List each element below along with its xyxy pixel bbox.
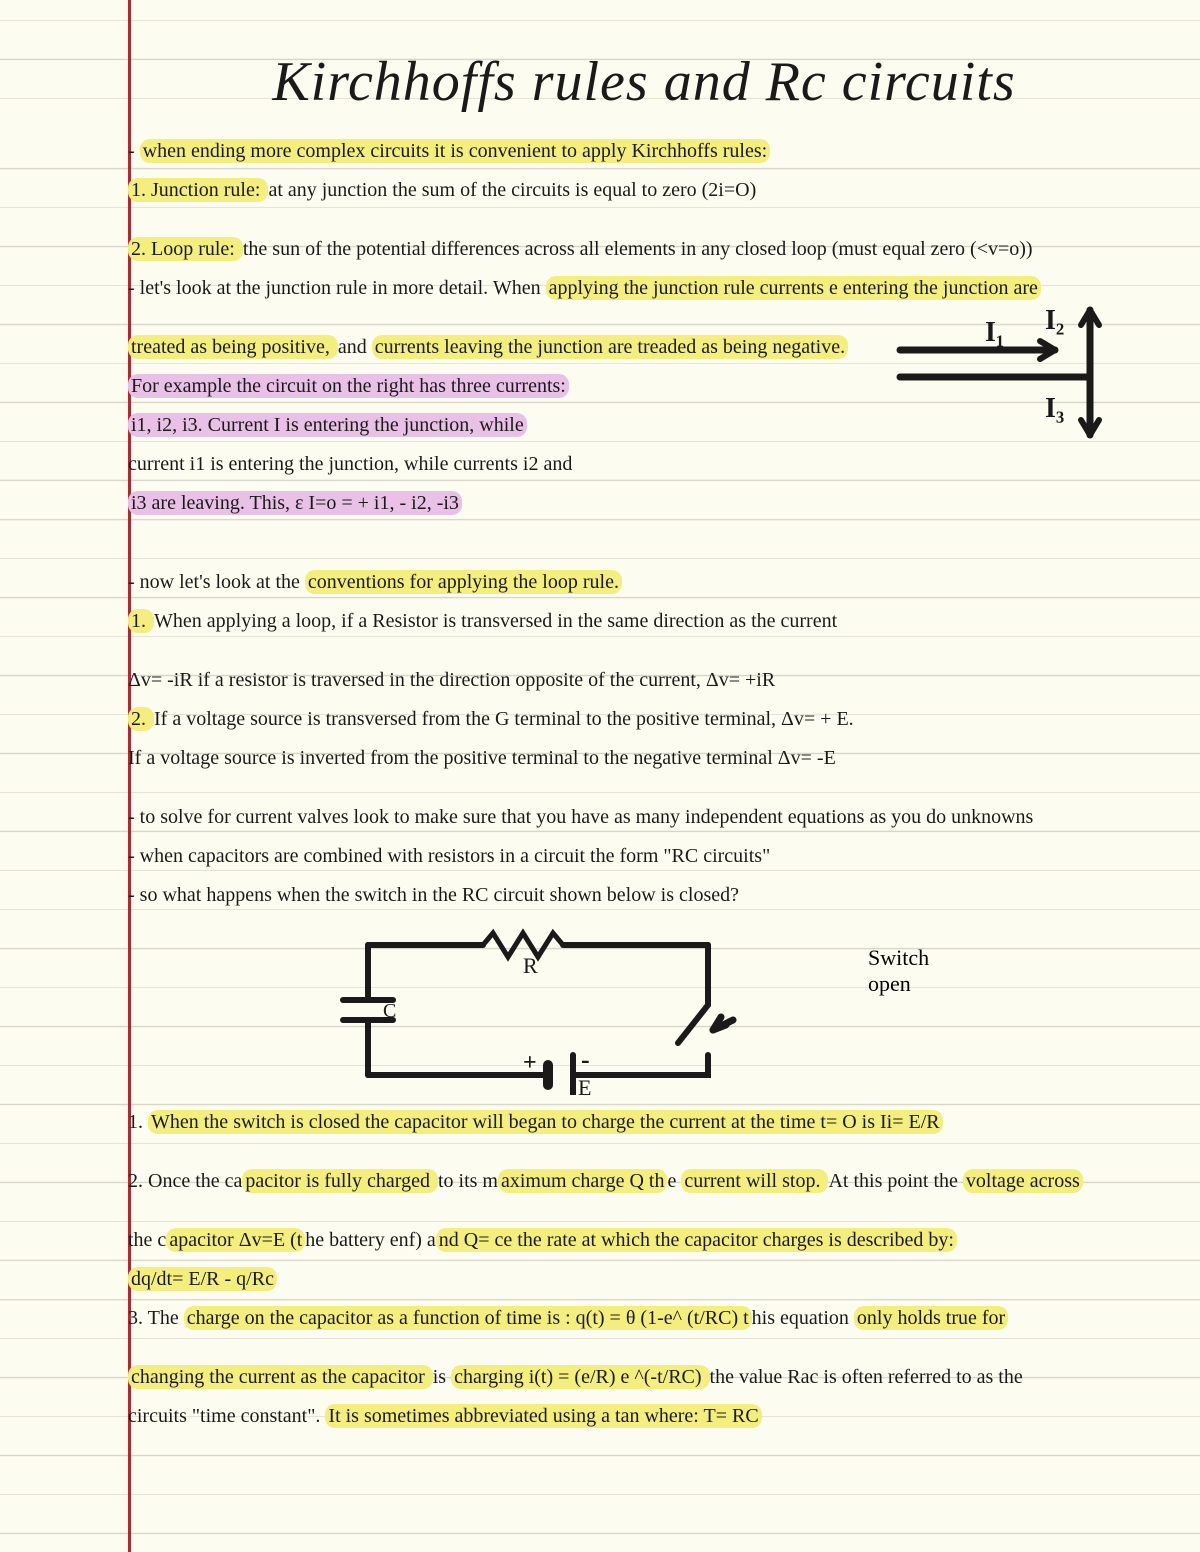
highlight-yellow: applying the junction rule currents e en…: [546, 276, 1041, 300]
note-line: current i1 is entering the junction, whi…: [128, 445, 748, 484]
text: circuits "time constant".: [128, 1405, 325, 1427]
highlight-yellow: nd Q= ce the rate at which the capacitor…: [436, 1228, 957, 1252]
highlight-yellow: 2.: [128, 707, 154, 731]
highlight-yellow: dq/dt= E/R - q/Rc: [128, 1267, 277, 1291]
text: at any junction the sum of the circuits …: [268, 179, 756, 201]
note-line: If a voltage source is inverted from the…: [128, 739, 1160, 778]
highlight-yellow: 1. Junction rule:: [128, 178, 268, 202]
spacer: [128, 778, 1160, 798]
highlight-yellow: When the switch is closed the capacitor …: [148, 1110, 943, 1134]
text: If a voltage source is transversed from …: [154, 708, 854, 730]
note-line: circuits "time constant". It is sometime…: [128, 1397, 1160, 1436]
text: - to solve for current valves look to ma…: [128, 806, 1033, 828]
text: - now let's look at the: [128, 571, 305, 593]
text: 1.: [128, 1111, 148, 1133]
text: - so what happens when the switch in the…: [128, 884, 739, 906]
text: - let's look at the junction rule in mor…: [128, 277, 546, 299]
text: When applying a loop, if a Resistor is t…: [154, 610, 837, 632]
highlight-pink: i1, i2, i3. Current I is entering the ju…: [128, 413, 527, 437]
text: If a voltage source is inverted from the…: [128, 747, 836, 769]
note-line: - so what happens when the switch in the…: [128, 876, 1160, 915]
spacer: [128, 210, 1160, 230]
junction-diagram: I₁ I₂ I₃: [890, 305, 1130, 445]
text: - when capacitors are combined with resi…: [128, 845, 770, 867]
text: and: [338, 336, 372, 358]
text: current i1 is entering the junction, whi…: [128, 453, 572, 475]
i1-label: I₁: [985, 317, 1004, 348]
note-line: 1. When the switch is closed the capacit…: [128, 1103, 1160, 1142]
text: 3. The: [128, 1307, 184, 1329]
highlight-yellow: apacitor Δv=E (t: [166, 1228, 305, 1252]
note-line: dq/dt= E/R - q/Rc: [128, 1260, 1160, 1299]
highlight-yellow: only holds true for: [854, 1306, 1008, 1330]
note-line: 1. Junction rule: at any junction the su…: [128, 171, 1160, 210]
highlight-yellow: voltage across: [963, 1169, 1083, 1193]
i3-label: I₃: [1045, 393, 1064, 424]
spacer: [128, 1201, 1160, 1221]
highlight-yellow: charge on the capacitor as a function of…: [184, 1306, 752, 1330]
emf-label: E: [578, 1075, 591, 1095]
note-line: - now let's look at the conventions for …: [128, 563, 1160, 602]
resistor-label: R: [523, 953, 538, 978]
junction-svg: I₁ I₂ I₃: [890, 305, 1130, 445]
note-line: changing the current as the capacitor is…: [128, 1358, 1160, 1397]
circuit-svg: R C E + -: [338, 925, 778, 1095]
note-line: i3 are leaving. This, ε I=o = + i1, - i2…: [128, 484, 748, 523]
note-line: the capacitor Δv=E (the battery enf) and…: [128, 1221, 1160, 1260]
text: is: [433, 1366, 451, 1388]
text: At this point the: [828, 1170, 962, 1192]
text: the c: [128, 1229, 166, 1251]
highlight-yellow: aximum charge Q th: [498, 1169, 667, 1193]
note-line: - to solve for current valves look to ma…: [128, 798, 1160, 837]
note-line: - when ending more complex circuits it i…: [128, 132, 1160, 171]
highlight-yellow: It is sometimes abbreviated using a tan …: [325, 1404, 761, 1428]
switch-open-label: Switch open: [868, 945, 929, 997]
highlight-yellow: currents leaving the junction are treade…: [372, 335, 848, 359]
minus-label: -: [581, 1045, 590, 1074]
highlight-yellow: current will stop.: [681, 1169, 828, 1193]
text: the value Rac is often referred to as th…: [710, 1366, 1023, 1388]
text: Δv= -iR if a resistor is traversed in th…: [128, 669, 775, 691]
note-line: 2. If a voltage source is transversed fr…: [128, 700, 1160, 739]
note-line: 1. When applying a loop, if a Resistor i…: [128, 602, 1160, 641]
page-content: Kirchhoffs rules and Rc circuits - when …: [128, 0, 1160, 1436]
note-line: i1, i2, i3. Current I is entering the ju…: [128, 406, 748, 445]
note-line: - let's look at the junction rule in mor…: [128, 269, 1160, 308]
spacer: [128, 543, 1160, 563]
highlight-yellow: conventions for applying the loop rule.: [305, 570, 622, 594]
highlight-yellow: when ending more complex circuits it is …: [140, 139, 770, 163]
note-line: Δv= -iR if a resistor is traversed in th…: [128, 661, 1160, 700]
highlight-yellow: 1.: [128, 609, 154, 633]
plus-label: +: [523, 1050, 537, 1076]
spacer: [128, 523, 1160, 543]
note-line: 3. The charge on the capacitor as a func…: [128, 1299, 1160, 1338]
highlight-yellow: charging i(t) = (e/R) e ^(-t/RC): [451, 1365, 709, 1389]
highlight-yellow: 2. Loop rule:: [128, 237, 243, 261]
highlight-pink: i3 are leaving. This, ε I=o = + i1, - i2…: [128, 491, 462, 515]
highlight-pink: For example the circuit on the right has…: [128, 374, 569, 398]
text: e: [667, 1170, 681, 1192]
text: to its m: [438, 1170, 498, 1192]
note-line: For example the circuit on the right has…: [128, 367, 748, 406]
text: he battery enf) a: [305, 1229, 435, 1251]
page-title: Kirchhoffs rules and Rc circuits: [128, 50, 1160, 114]
note-line: - when capacitors are combined with resi…: [128, 837, 1160, 876]
text: the sun of the potential differences acr…: [243, 238, 1033, 260]
text: 2. Once the ca: [128, 1170, 242, 1192]
highlight-yellow: treated as being positive,: [128, 335, 338, 359]
highlight-yellow: changing the current as the capacitor: [128, 1365, 433, 1389]
text: -: [128, 140, 140, 162]
rc-circuit-diagram: R C E + - Switch open: [338, 925, 778, 1095]
spacer: [128, 1142, 1160, 1162]
spacer: [128, 1338, 1160, 1358]
spacer: [128, 641, 1160, 661]
highlight-yellow: pacitor is fully charged: [242, 1169, 438, 1193]
note-line: 2. Loop rule: the sun of the potential d…: [128, 230, 1160, 269]
note-line: 2. Once the capacitor is fully charged t…: [128, 1162, 1160, 1201]
text: his equation: [752, 1307, 854, 1329]
capacitor-label: C: [383, 1000, 396, 1022]
i2-label: I₂: [1045, 305, 1064, 336]
